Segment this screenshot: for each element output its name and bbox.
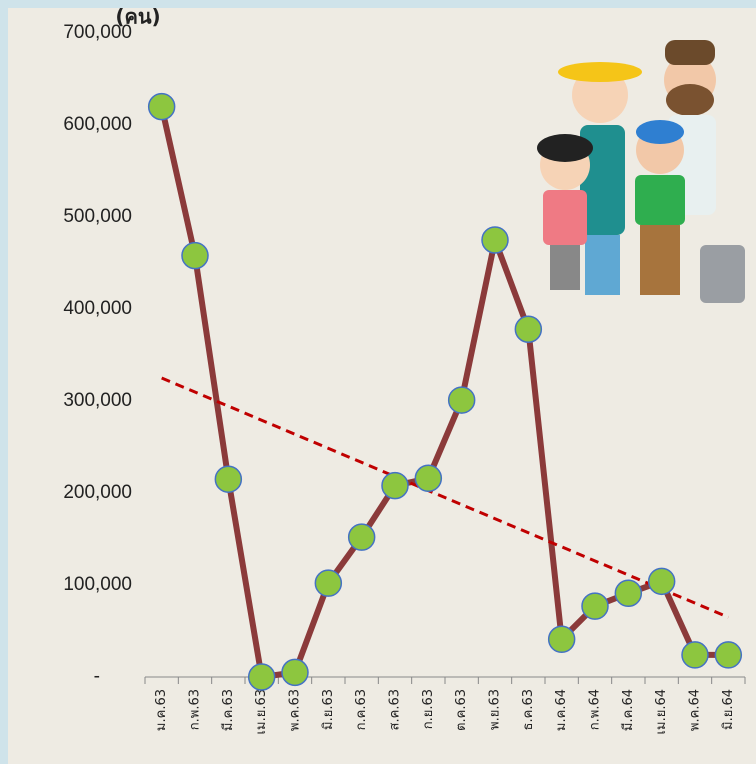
marker: [482, 227, 508, 253]
y-tick-label: 500,000: [63, 206, 132, 227]
marker: [349, 524, 375, 550]
x-tick-label: มิ.ย.63: [321, 689, 336, 730]
marker: [415, 465, 441, 491]
y-tick-label: 100,000: [63, 574, 132, 595]
y-tick-label: -: [94, 666, 100, 687]
x-tick-label: ม.ค.63: [154, 689, 169, 731]
y-tick-label: 600,000: [63, 114, 132, 135]
marker: [149, 94, 175, 120]
marker: [549, 626, 575, 652]
x-tick-label: ธ.ค.63: [521, 689, 536, 730]
x-tick-label: มี.ค.64: [620, 689, 636, 731]
x-tick-label: ต.ค.63: [454, 689, 469, 731]
chart: (คน) -100,000200,000300,000400,000500,00…: [0, 0, 756, 764]
y-tick-label: 700,000: [63, 22, 132, 43]
x-tick-label: พ.ค.63: [288, 689, 303, 731]
marker: [615, 580, 641, 606]
marker: [282, 659, 308, 685]
marker: [682, 642, 708, 668]
x-tick-label: ก.พ.63: [188, 689, 203, 730]
y-tick-label: 400,000: [63, 298, 132, 319]
x-tick-label: พ.ย.63: [488, 689, 503, 730]
marker: [382, 473, 408, 499]
marker: [515, 316, 541, 342]
marker: [249, 664, 275, 690]
marker: [582, 593, 608, 619]
x-tick-label: พ.ค.64: [688, 689, 703, 731]
marker: [649, 568, 675, 594]
x-tick-label: ก.ย.63: [421, 689, 436, 729]
y-tick-label: 200,000: [63, 482, 132, 503]
x-tick-label: ก.ค.63: [354, 689, 369, 730]
x-tick-label: เม.ย.63: [254, 689, 269, 734]
x-tick-label: เม.ย.64: [654, 689, 669, 734]
x-tick-label: ม.ค.64: [554, 689, 569, 731]
marker: [182, 243, 208, 269]
x-tick-label: มี.ค.63: [220, 689, 236, 731]
marker: [215, 466, 241, 492]
marker: [715, 642, 741, 668]
y-tick-label: 300,000: [63, 390, 132, 411]
marker: [315, 570, 341, 596]
marker: [449, 387, 475, 413]
x-tick-label: ก.พ.64: [588, 689, 603, 730]
x-tick-label: ส.ค.63: [388, 689, 403, 730]
x-tick-label: มิ.ย.64: [721, 689, 736, 730]
